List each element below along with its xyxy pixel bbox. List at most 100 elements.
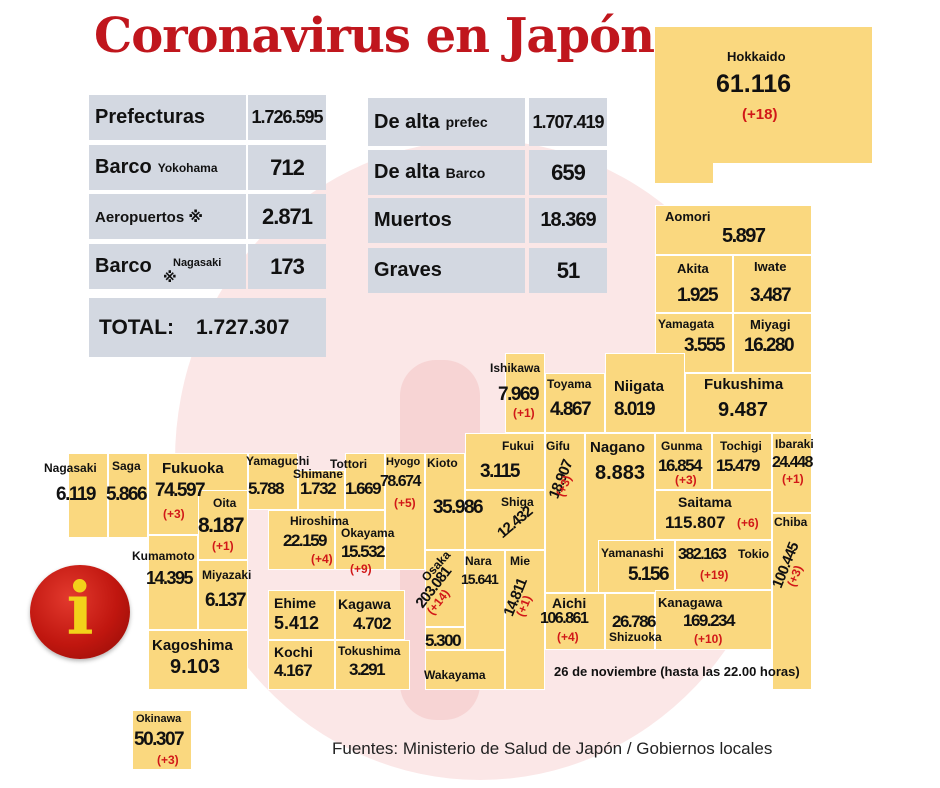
tile-hokkaido — [655, 27, 872, 163]
oita-value: 8.187 — [198, 514, 245, 537]
wakayama-value: 5.300 — [425, 631, 462, 650]
tile-okinawa — [132, 710, 192, 770]
miyazaki-name: Miyazaki — [202, 568, 252, 582]
prefecturas-label: Prefecturas — [95, 106, 206, 128]
barco-yokohama-value-box: 712 — [248, 145, 326, 190]
aichi-name: Aichi — [552, 595, 587, 611]
tottori-name: Tottori — [330, 457, 368, 471]
gifu-name: Gifu — [546, 439, 570, 453]
saga-name: Saga — [112, 459, 141, 473]
yamagata-name: Yamagata — [658, 317, 715, 331]
gunma-value: 16.854 — [658, 456, 703, 475]
tile-tottori — [345, 453, 385, 510]
nagano-name: Nagano — [590, 439, 646, 456]
ishikawa-delta: (+1) — [513, 406, 535, 420]
yamaguchi-value: 5.788 — [248, 479, 285, 498]
total-label: TOTAL: — [99, 315, 175, 339]
tokushima-value: 3.291 — [349, 660, 386, 679]
tile-hokkaido-tail — [655, 158, 713, 183]
hiroshima-delta: (+4) — [311, 552, 333, 566]
tile-fukui — [465, 433, 545, 490]
tile-gunma — [655, 433, 712, 490]
chiba-name: Chiba — [774, 515, 808, 529]
page-title: Coronavirus en Japón — [94, 8, 655, 64]
saitama-delta: (+6) — [737, 516, 759, 530]
nara-value: 15.641 — [461, 571, 499, 587]
de-alta-barco-value-box: 659 — [529, 150, 607, 195]
tile-shizuoka — [605, 593, 655, 650]
tile-gifu — [545, 433, 585, 593]
miyazaki-value: 6.137 — [205, 590, 247, 611]
tile-osaka — [425, 550, 465, 627]
tokio-name: Tokio — [738, 547, 770, 561]
yamanashi-name: Yamanashi — [601, 546, 664, 560]
yamagata-value: 3.555 — [684, 335, 726, 356]
yamanashi-value: 5.156 — [628, 564, 670, 585]
prefecturas-label-box: Prefecturas — [89, 95, 246, 140]
okinawa-value: 50.307 — [134, 729, 185, 750]
kochi-name: Kochi — [274, 644, 313, 660]
tile-ehime — [268, 590, 335, 640]
graves-label: Graves — [374, 259, 442, 281]
barco-nagasaki-value: 173 — [270, 253, 305, 279]
tile-kioto — [425, 453, 465, 550]
hyogo-delta: (+5) — [394, 496, 416, 510]
graves-value-box: 51 — [529, 248, 607, 293]
hiroshima-value: 22.159 — [283, 531, 328, 550]
aichi-delta: (+4) — [557, 630, 579, 644]
tile-hyogo — [385, 453, 425, 570]
oita-name: Oita — [213, 496, 237, 510]
shimane-name: Shimane — [293, 467, 344, 481]
wakayama-name: Wakayama — [424, 668, 486, 682]
tile-oita — [198, 490, 248, 560]
tile-aomori — [655, 205, 812, 255]
de-alta-prefec-label: De alta — [374, 110, 440, 133]
fukushima-name: Fukushima — [704, 376, 784, 393]
tile-niigata — [605, 353, 685, 433]
niigata-value: 8.019 — [614, 399, 656, 420]
tottori-value: 1.669 — [345, 479, 382, 498]
muertos-value: 18.369 — [540, 209, 596, 231]
shizuoka-name: Shizuoka — [609, 630, 662, 644]
tile-shiga — [465, 490, 545, 550]
oita-delta: (+1) — [212, 539, 234, 553]
tile-ishikawa — [505, 353, 545, 433]
gunma-delta: (+3) — [675, 473, 697, 487]
barco-nagasaki-label-box: Barco ※ Nagasaki — [89, 244, 246, 289]
aeropuertos-label: Aeropuertos ※ — [95, 208, 203, 226]
info-icon: i — [30, 565, 130, 659]
tile-wakayama — [425, 650, 505, 690]
shiga-name: Shiga — [501, 495, 534, 509]
tile-miyazaki — [198, 560, 248, 630]
saitama-name: Saitama — [678, 494, 732, 510]
iwate-name: Iwate — [754, 259, 787, 274]
tile-shimane — [298, 470, 345, 510]
total-box: TOTAL: 1.727.307 — [89, 298, 326, 357]
toyama-name: Toyama — [547, 377, 592, 391]
okayama-name: Okayama — [341, 526, 395, 540]
kagoshima-name: Kagoshima — [152, 637, 233, 654]
fukuoka-name: Fukuoka — [162, 460, 224, 477]
aomori-name: Aomori — [665, 209, 711, 224]
yamaguchi-name: Yamaguchi — [246, 454, 310, 468]
aeropuertos-value: 2.871 — [261, 203, 313, 229]
miyagi-value: 16.280 — [744, 335, 795, 356]
kochi-value: 4.167 — [274, 661, 313, 680]
tokio-value: 382.163 — [678, 546, 727, 563]
ehime-value: 5.412 — [274, 613, 320, 633]
prefecturas-value: 1.726.595 — [251, 107, 323, 127]
kumamoto-name: Kumamoto — [132, 549, 195, 563]
hokkaido-value: 61.116 — [716, 70, 792, 98]
muertos-value-box: 18.369 — [529, 198, 607, 243]
fukui-name: Fukui — [502, 439, 534, 453]
info-glyph: i — [66, 566, 94, 651]
mie-name: Mie — [510, 554, 531, 568]
kioto-name: Kioto — [427, 456, 458, 470]
ehime-name: Ehime — [274, 595, 317, 611]
kioto-value: 35.986 — [433, 497, 484, 518]
shizuoka-value: 26.786 — [612, 612, 657, 631]
de-alta-barco-label: De alta — [374, 161, 440, 183]
saga-value: 5.866 — [106, 484, 148, 505]
ishikawa-value: 7.969 — [498, 384, 540, 405]
tochigi-name: Tochigi — [720, 439, 762, 453]
